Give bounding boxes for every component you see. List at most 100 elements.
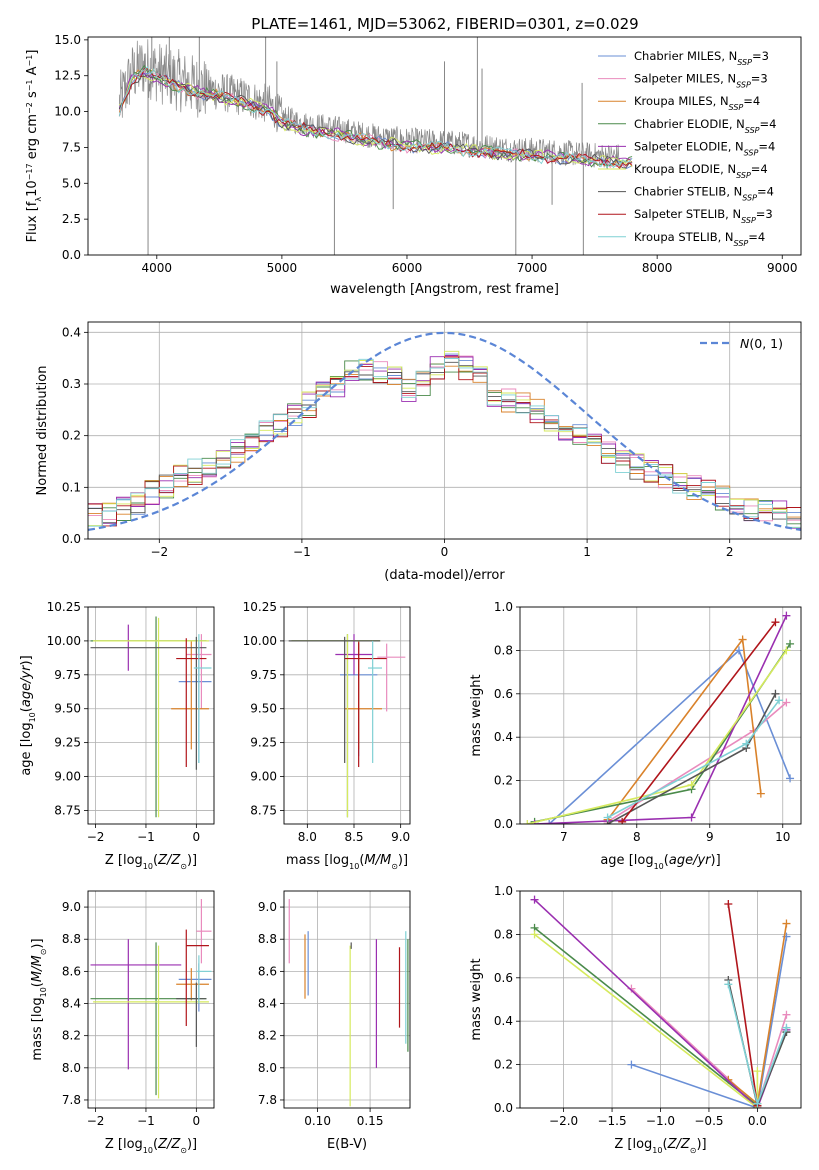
weight-marker bbox=[687, 813, 696, 822]
plot-area bbox=[90, 616, 212, 818]
weight-marker bbox=[786, 774, 795, 783]
weight-marker bbox=[724, 980, 733, 989]
panel-weight-vs-age: 7 8 9 10 0.0 0.2 0.4 0.6 0.8 1.0 age [log10(age/yr… bbox=[469, 600, 802, 871]
legend-entry: Salpeter STELIB, NSSP=3 bbox=[634, 207, 773, 225]
weight-marker bbox=[775, 696, 784, 705]
y-tick-label: 0.2 bbox=[494, 1058, 513, 1072]
y-tick-label: 9.00 bbox=[54, 770, 81, 784]
y-tick-label: 9.0 bbox=[62, 900, 81, 914]
spectrum-data-line bbox=[118, 39, 620, 169]
legend-entry: Chabrier STELIB, NSSP=4 bbox=[634, 185, 774, 203]
legend-entry: N(0, 1) bbox=[740, 336, 783, 351]
weight-marker bbox=[782, 1010, 791, 1019]
x-axis-label: (data-model)/error bbox=[384, 568, 505, 583]
weight-marker bbox=[530, 930, 539, 939]
weight-marker bbox=[530, 895, 539, 904]
y-tick-label: 9.75 bbox=[54, 668, 81, 682]
x-tick-label: 9000 bbox=[767, 261, 798, 275]
x-axis-label: Z [log10(Z/Z⊙)] bbox=[105, 1137, 197, 1155]
y-tick-label: 7.5 bbox=[62, 140, 81, 154]
x-tick-label: 7000 bbox=[517, 261, 548, 275]
x-tick-label: 8.0 bbox=[298, 830, 317, 844]
x-tick-label: 8000 bbox=[642, 261, 673, 275]
x-tick-label: 8.5 bbox=[344, 830, 363, 844]
plot-area bbox=[90, 899, 212, 1099]
weight-marker bbox=[771, 618, 780, 627]
y-tick-label: 0.8 bbox=[494, 643, 513, 657]
weight-marker bbox=[782, 698, 791, 707]
histogram-step bbox=[88, 358, 801, 528]
weight-marker bbox=[603, 813, 612, 822]
y-axis-label: mass [log10(M/M⊙)] bbox=[30, 938, 48, 1060]
legend-entry: Kroupa ELODIE, NSSP=4 bbox=[634, 162, 768, 180]
panel-spectrum: 4000 5000 6000 7000 8000 9000 0.0 2.5 5.0 7.5 10.0… bbox=[25, 33, 802, 297]
y-tick-label: 15.0 bbox=[54, 33, 81, 47]
axes-frame bbox=[87, 606, 215, 825]
x-axis-label: age [log10(age/yr)] bbox=[600, 853, 720, 871]
ticks: 7 8 9 10 0.0 0.2 0.4 0.6 0.8 1.0 bbox=[494, 600, 790, 844]
panel-age-vs-Z: −2 −1 0 8.75 9.00 9.25 9.50 9.75 10.00 10.25 Z [lo… bbox=[19, 600, 215, 871]
x-tick-label: −1 bbox=[293, 545, 311, 559]
plot-area bbox=[288, 634, 406, 818]
axes-frame bbox=[519, 890, 802, 1109]
x-axis-label: E(B-V) bbox=[327, 1137, 367, 1152]
y-tick-label: 0.4 bbox=[494, 730, 513, 744]
plot-area bbox=[88, 331, 801, 531]
x-axis-label: Z [log10(Z/Z⊙)] bbox=[105, 853, 197, 871]
x-tick-label: −2.0 bbox=[549, 1114, 578, 1128]
weight-marker bbox=[734, 646, 743, 655]
y-tick-label: 9.0 bbox=[258, 900, 277, 914]
weight-marker bbox=[627, 1060, 636, 1069]
plot-area bbox=[523, 611, 795, 824]
y-tick-label: 8.2 bbox=[258, 1029, 277, 1043]
weight-marker bbox=[753, 1067, 762, 1076]
y-tick-label: 9.75 bbox=[250, 668, 277, 682]
y-tick-label: 0.0 bbox=[494, 1101, 513, 1115]
weight-series-line bbox=[621, 621, 777, 823]
x-tick-label: 2 bbox=[726, 545, 734, 559]
y-tick-label: 8.8 bbox=[62, 932, 81, 946]
weight-series-line bbox=[534, 933, 759, 1108]
y-tick-label: 9.50 bbox=[54, 702, 81, 716]
x-tick-label: −1 bbox=[137, 1114, 155, 1128]
weight-marker bbox=[756, 789, 765, 798]
axes-frame bbox=[519, 606, 802, 825]
weight-marker bbox=[523, 820, 532, 824]
grid bbox=[88, 891, 214, 1108]
x-axis-label: Z [log10(Z/Z⊙)] bbox=[614, 1137, 706, 1155]
y-tick-label: 10.00 bbox=[243, 634, 277, 648]
y-tick-label: 9.00 bbox=[250, 770, 277, 784]
y-tick-label: 10.25 bbox=[243, 600, 277, 614]
panel-weight-vs-Z: −2.0 −1.5 −1.0 −0.5 0.0 0.0 0.2 0.4 0.6 0.8 1.0 Z [… bbox=[469, 884, 802, 1155]
x-tick-label: 8 bbox=[633, 830, 641, 844]
y-tick-label: 0.4 bbox=[494, 1014, 513, 1028]
x-tick-label: 0 bbox=[193, 1114, 201, 1128]
y-axis-label: mass weight bbox=[469, 958, 484, 1040]
panel-residuals: −2 −1 0 1 2 0.0 0.1 0.2 0.3 0.4 (data-model)/error… bbox=[35, 321, 802, 583]
y-tick-label: 1.0 bbox=[494, 884, 513, 898]
legend-entry: Chabrier ELODIE, NSSP=4 bbox=[634, 117, 776, 135]
weight-series-line bbox=[727, 903, 759, 1106]
y-tick-label: 8.8 bbox=[258, 932, 277, 946]
y-tick-label: 0.0 bbox=[62, 532, 81, 546]
weight-marker bbox=[687, 780, 696, 789]
spectrum-model-line bbox=[118, 72, 633, 167]
y-tick-label: 0.0 bbox=[494, 817, 513, 831]
y-tick-label: 0.6 bbox=[494, 687, 513, 701]
legend-entry: Kroupa MILES, NSSP=4 bbox=[634, 94, 760, 112]
plot-area bbox=[530, 895, 791, 1108]
x-tick-label: 1 bbox=[583, 545, 591, 559]
y-tick-label: 0.8 bbox=[494, 927, 513, 941]
panel-mass-vs-EBV: 0.10 0.15 7.8 8.0 8.2 8.4 8.6 8.8 9.0 E(B-V) bbox=[258, 890, 411, 1152]
y-tick-label: 8.6 bbox=[258, 964, 277, 978]
y-tick-label: 5.0 bbox=[62, 176, 81, 190]
plot-area bbox=[288, 899, 409, 1107]
ticks: 0.10 0.15 7.8 8.0 8.2 8.4 8.6 8.8 9.0 bbox=[258, 900, 384, 1128]
x-tick-label: 0 bbox=[193, 830, 201, 844]
y-tick-label: 10.0 bbox=[54, 105, 81, 119]
axes-frame bbox=[87, 36, 802, 256]
weight-series-line bbox=[606, 637, 762, 821]
y-tick-label: 0.6 bbox=[494, 971, 513, 985]
grid bbox=[284, 891, 410, 1108]
x-tick-label: 0.10 bbox=[304, 1114, 331, 1128]
